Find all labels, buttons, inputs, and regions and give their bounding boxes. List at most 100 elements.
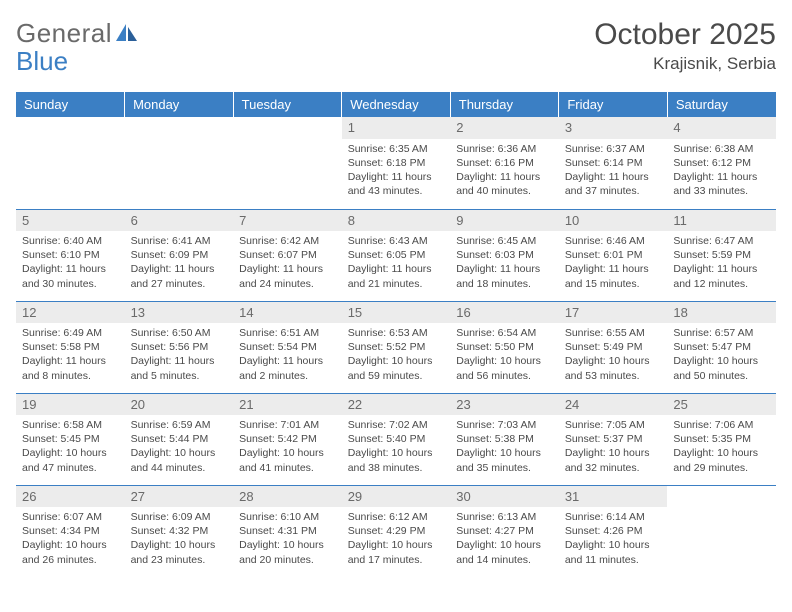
calendar-cell: 11Sunrise: 6:47 AMSunset: 5:59 PMDayligh… [667, 209, 776, 301]
calendar-cell: 26Sunrise: 6:07 AMSunset: 4:34 PMDayligh… [16, 485, 125, 577]
day-info: Sunrise: 6:41 AMSunset: 6:09 PMDaylight:… [131, 234, 228, 291]
calendar-row: 26Sunrise: 6:07 AMSunset: 4:34 PMDayligh… [16, 485, 776, 577]
day-number: 17 [559, 302, 668, 324]
calendar-cell [16, 117, 125, 209]
day-number: 30 [450, 486, 559, 508]
day-info: Sunrise: 7:02 AMSunset: 5:40 PMDaylight:… [348, 418, 445, 475]
calendar-cell: 30Sunrise: 6:13 AMSunset: 4:27 PMDayligh… [450, 485, 559, 577]
day-number: 22 [342, 394, 451, 416]
calendar-cell: 18Sunrise: 6:57 AMSunset: 5:47 PMDayligh… [667, 301, 776, 393]
day-info: Sunrise: 6:46 AMSunset: 6:01 PMDaylight:… [565, 234, 662, 291]
calendar-cell: 28Sunrise: 6:10 AMSunset: 4:31 PMDayligh… [233, 485, 342, 577]
day-info: Sunrise: 6:13 AMSunset: 4:27 PMDaylight:… [456, 510, 553, 567]
day-number: 27 [125, 486, 234, 508]
calendar-cell: 10Sunrise: 6:46 AMSunset: 6:01 PMDayligh… [559, 209, 668, 301]
calendar-cell: 7Sunrise: 6:42 AMSunset: 6:07 PMDaylight… [233, 209, 342, 301]
day-number: 26 [16, 486, 125, 508]
calendar-cell: 9Sunrise: 6:45 AMSunset: 6:03 PMDaylight… [450, 209, 559, 301]
sail-icon [116, 24, 138, 42]
calendar-cell [233, 117, 342, 209]
calendar-cell: 2 Sunrise: 6:36 AMSunset: 6:16 PMDaylight… [450, 117, 559, 209]
day-info: Sunrise: 7:01 AMSunset: 5:42 PMDaylight:… [239, 418, 336, 475]
calendar-cell: 24Sunrise: 7:05 AMSunset: 5:37 PMDayligh… [559, 393, 668, 485]
day-info: Sunrise: 6:35 AMSunset: 6:18 PMDaylight:… [348, 142, 445, 199]
day-number: 15 [342, 302, 451, 324]
calendar-row: 12Sunrise: 6:49 AMSunset: 5:58 PMDayligh… [16, 301, 776, 393]
day-info: Sunrise: 6:09 AMSunset: 4:32 PMDaylight:… [131, 510, 228, 567]
calendar-cell: 20Sunrise: 6:59 AMSunset: 5:44 PMDayligh… [125, 393, 234, 485]
calendar-cell: 13Sunrise: 6:50 AMSunset: 5:56 PMDayligh… [125, 301, 234, 393]
weekday-row: SundayMondayTuesdayWednesdayThursdayFrid… [16, 92, 776, 117]
calendar-cell: 15Sunrise: 6:53 AMSunset: 5:52 PMDayligh… [342, 301, 451, 393]
day-number: 11 [667, 210, 776, 232]
calendar-cell: 8Sunrise: 6:43 AMSunset: 6:05 PMDaylight… [342, 209, 451, 301]
weekday-header: Friday [559, 92, 668, 117]
day-number: 25 [667, 394, 776, 416]
day-info: Sunrise: 6:38 AMSunset: 6:12 PMDaylight:… [673, 142, 770, 199]
day-number: 8 [342, 210, 451, 232]
weekday-header: Sunday [16, 92, 125, 117]
day-number: 18 [667, 302, 776, 324]
day-info: Sunrise: 6:14 AMSunset: 4:26 PMDaylight:… [565, 510, 662, 567]
day-info: Sunrise: 6:40 AMSunset: 6:10 PMDaylight:… [22, 234, 119, 291]
day-info: Sunrise: 6:49 AMSunset: 5:58 PMDaylight:… [22, 326, 119, 383]
calendar-cell: 31Sunrise: 6:14 AMSunset: 4:26 PMDayligh… [559, 485, 668, 577]
day-info: Sunrise: 6:43 AMSunset: 6:05 PMDaylight:… [348, 234, 445, 291]
day-number: 10 [559, 210, 668, 232]
month-title: October 2025 [594, 18, 776, 52]
day-info: Sunrise: 6:36 AMSunset: 6:16 PMDaylight:… [456, 142, 553, 199]
logo: General [16, 18, 138, 49]
calendar-table: SundayMondayTuesdayWednesdayThursdayFrid… [16, 92, 776, 577]
day-number: 6 [125, 210, 234, 232]
calendar-cell: 19Sunrise: 6:58 AMSunset: 5:45 PMDayligh… [16, 393, 125, 485]
calendar-cell: 14Sunrise: 6:51 AMSunset: 5:54 PMDayligh… [233, 301, 342, 393]
day-info: Sunrise: 6:10 AMSunset: 4:31 PMDaylight:… [239, 510, 336, 567]
day-number: 1 [342, 117, 451, 139]
calendar-cell: 23Sunrise: 7:03 AMSunset: 5:38 PMDayligh… [450, 393, 559, 485]
calendar-cell: 21Sunrise: 7:01 AMSunset: 5:42 PMDayligh… [233, 393, 342, 485]
weekday-header: Tuesday [233, 92, 342, 117]
calendar-cell: 6Sunrise: 6:41 AMSunset: 6:09 PMDaylight… [125, 209, 234, 301]
day-info: Sunrise: 6:50 AMSunset: 5:56 PMDaylight:… [131, 326, 228, 383]
calendar-cell: 16Sunrise: 6:54 AMSunset: 5:50 PMDayligh… [450, 301, 559, 393]
day-number: 21 [233, 394, 342, 416]
calendar-row: 1 Sunrise: 6:35 AMSunset: 6:18 PMDaylight… [16, 117, 776, 209]
day-number: 3 [559, 117, 668, 139]
calendar-cell [667, 485, 776, 577]
day-number: 2 [450, 117, 559, 139]
day-number: 20 [125, 394, 234, 416]
day-number: 24 [559, 394, 668, 416]
location: Krajisnik, Serbia [594, 54, 776, 74]
day-number: 29 [342, 486, 451, 508]
calendar-cell: 27Sunrise: 6:09 AMSunset: 4:32 PMDayligh… [125, 485, 234, 577]
day-info: Sunrise: 6:07 AMSunset: 4:34 PMDaylight:… [22, 510, 119, 567]
day-info: Sunrise: 6:12 AMSunset: 4:29 PMDaylight:… [348, 510, 445, 567]
calendar-row: 5Sunrise: 6:40 AMSunset: 6:10 PMDaylight… [16, 209, 776, 301]
calendar-cell: 12Sunrise: 6:49 AMSunset: 5:58 PMDayligh… [16, 301, 125, 393]
weekday-header: Thursday [450, 92, 559, 117]
day-number: 16 [450, 302, 559, 324]
weekday-header: Wednesday [342, 92, 451, 117]
day-info: Sunrise: 6:45 AMSunset: 6:03 PMDaylight:… [456, 234, 553, 291]
title-block: October 2025 Krajisnik, Serbia [594, 18, 776, 74]
day-number: 31 [559, 486, 668, 508]
day-info: Sunrise: 6:51 AMSunset: 5:54 PMDaylight:… [239, 326, 336, 383]
day-info: Sunrise: 7:03 AMSunset: 5:38 PMDaylight:… [456, 418, 553, 475]
day-number: 12 [16, 302, 125, 324]
day-number: 5 [16, 210, 125, 232]
day-info: Sunrise: 6:42 AMSunset: 6:07 PMDaylight:… [239, 234, 336, 291]
calendar-cell: 4 Sunrise: 6:38 AMSunset: 6:12 PMDaylight… [667, 117, 776, 209]
header: General October 2025 Krajisnik, Serbia [16, 18, 776, 74]
day-number: 23 [450, 394, 559, 416]
calendar-cell: 25Sunrise: 7:06 AMSunset: 5:35 PMDayligh… [667, 393, 776, 485]
day-info: Sunrise: 6:58 AMSunset: 5:45 PMDaylight:… [22, 418, 119, 475]
day-number: 4 [667, 117, 776, 139]
day-info: Sunrise: 6:54 AMSunset: 5:50 PMDaylight:… [456, 326, 553, 383]
calendar-cell: 5Sunrise: 6:40 AMSunset: 6:10 PMDaylight… [16, 209, 125, 301]
day-info: Sunrise: 6:37 AMSunset: 6:14 PMDaylight:… [565, 142, 662, 199]
day-info: Sunrise: 6:47 AMSunset: 5:59 PMDaylight:… [673, 234, 770, 291]
weekday-header: Saturday [667, 92, 776, 117]
day-info: Sunrise: 6:55 AMSunset: 5:49 PMDaylight:… [565, 326, 662, 383]
calendar-cell: 17Sunrise: 6:55 AMSunset: 5:49 PMDayligh… [559, 301, 668, 393]
weekday-header: Monday [125, 92, 234, 117]
